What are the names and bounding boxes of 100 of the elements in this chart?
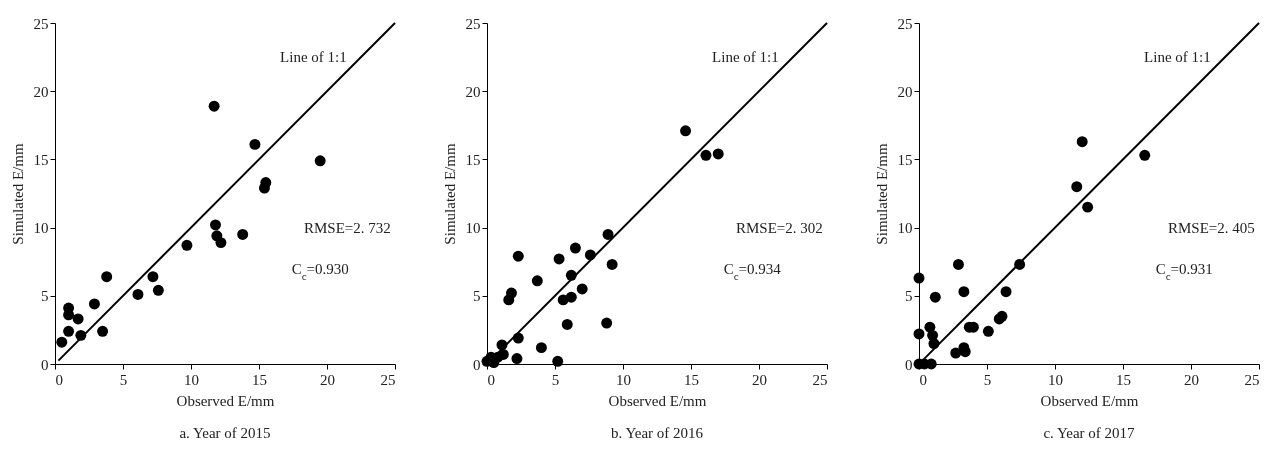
point [712,148,724,160]
x-tick-label: 5 [119,371,128,388]
point [958,286,970,298]
point [576,283,588,295]
point [602,228,614,240]
point [561,318,573,330]
point [1082,201,1094,213]
point [72,313,84,325]
point [314,155,326,167]
point [215,237,227,249]
y-tick-label: 5 [905,288,913,305]
y-tick-label: 25 [33,15,49,32]
x-tick-label: 15 [684,371,699,388]
text: c. Year of 2017 [1043,425,1136,441]
point [249,138,261,150]
x-tick-label: 20 [320,371,335,388]
point [913,328,925,340]
point [1000,286,1012,298]
point [512,250,524,262]
annotation: Line of 1:1 [280,49,347,66]
point [1071,181,1083,193]
point [88,298,100,310]
y-tick-label: 10 [33,220,49,237]
y-tick-label: 20 [897,83,913,100]
y-tick-label: 25 [465,15,481,32]
x-tick-label: 25 [380,371,396,388]
x-tick-label: 0 [487,371,495,388]
point [982,325,994,337]
y-tick-label: 25 [897,15,913,32]
annotation: RMSE=2. 732 [303,219,391,236]
x-tick-label: 15 [1116,371,1131,388]
x-tick-label: 5 [551,371,560,388]
x-tick-label: 20 [1184,371,1199,388]
point [700,149,712,161]
x-tick-label: 10 [184,371,199,388]
text: a. Year of 2015 [179,425,271,441]
y-tick-label: 20 [33,83,49,100]
point [152,284,164,296]
point [1076,136,1088,148]
y-tick-label: 15 [897,151,913,168]
point [506,287,517,299]
x-axis-title: Observed E/mm [1040,392,1139,409]
point [929,291,941,303]
y-tick-label: 15 [33,151,49,168]
y-tick-label: 0 [41,356,49,373]
text: b. Year of 2016 [610,425,704,441]
point [511,353,523,365]
point [208,100,220,112]
point [181,239,193,251]
y-tick-label: 5 [473,288,481,305]
y-tick-label: 10 [897,220,913,237]
point [950,347,962,359]
x-tick-label: 5 [983,371,992,388]
point [535,342,547,354]
point [101,271,113,283]
point [569,242,581,254]
point [565,291,577,303]
point [97,325,109,337]
annotation: C$_{c}$=0.930 [291,260,349,282]
point [552,355,564,367]
annotation: Line of 1:1 [1144,49,1211,66]
point [237,228,249,240]
annotation: RMSE=2. 405 [1167,219,1255,236]
point [210,219,221,231]
x-tick-label: 20 [752,371,767,388]
point [531,275,543,287]
point [606,258,618,270]
x-axis-title: Observed E/mm [608,392,707,409]
y-axis-title: Simulated E/mm [873,143,890,245]
x-tick-label: 0 [919,371,927,388]
point [553,253,565,265]
x-tick-label: 25 [812,371,828,388]
point [952,258,964,270]
point [132,288,144,300]
y-axis-title: Simulated E/mm [441,143,458,245]
y-tick-label: 15 [465,151,481,168]
point [56,336,68,348]
y-tick-label: 20 [465,83,481,100]
x-axis-title: Observed E/mm [176,392,275,409]
x-tick-label: 0 [55,371,63,388]
annotation: RMSE=2. 302 [735,219,823,236]
annotation: C$_{c}$=0.931 [1155,260,1213,282]
point [959,346,971,358]
x-tick-label: 25 [1244,371,1260,388]
x-tick-label: 10 [616,371,631,388]
point [913,272,925,284]
y-tick-label: 5 [41,288,49,305]
point [147,271,159,283]
x-tick-label: 15 [252,371,267,388]
point [63,325,75,337]
y-axis-title: Simulated E/mm [9,143,26,245]
x-tick-label: 10 [1048,371,1063,388]
y-tick-label: 0 [473,356,481,373]
point [601,317,613,329]
y-tick-label: 10 [465,220,481,237]
point [680,125,692,137]
point [1139,149,1151,161]
y-tick-label: 0 [905,356,913,373]
annotation: C$_{c}$=0.934 [723,260,782,282]
annotation: Line of 1:1 [712,49,779,66]
